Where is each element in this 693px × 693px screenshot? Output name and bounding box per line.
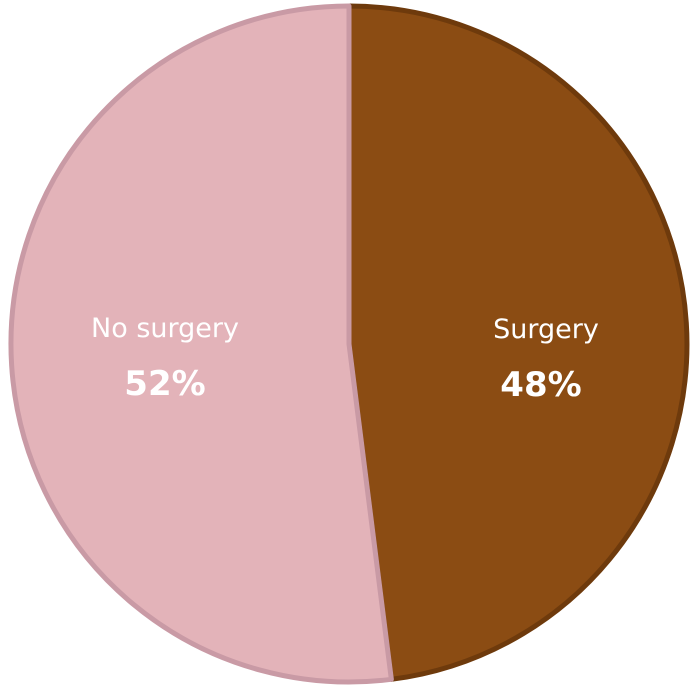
slice-value-surgery: 48%	[500, 365, 581, 405]
slice-label-surgery: Surgery	[493, 314, 599, 345]
slice-value-no-surgery: 52%	[124, 364, 205, 404]
labels-layer: Surgery 48% No surgery 52%	[91, 313, 599, 405]
slices-layer	[8, 3, 690, 685]
pie-slice-no-surgery	[8, 3, 394, 685]
slice-label-no-surgery: No surgery	[91, 313, 239, 344]
pie-slice-surgery	[346, 3, 690, 682]
